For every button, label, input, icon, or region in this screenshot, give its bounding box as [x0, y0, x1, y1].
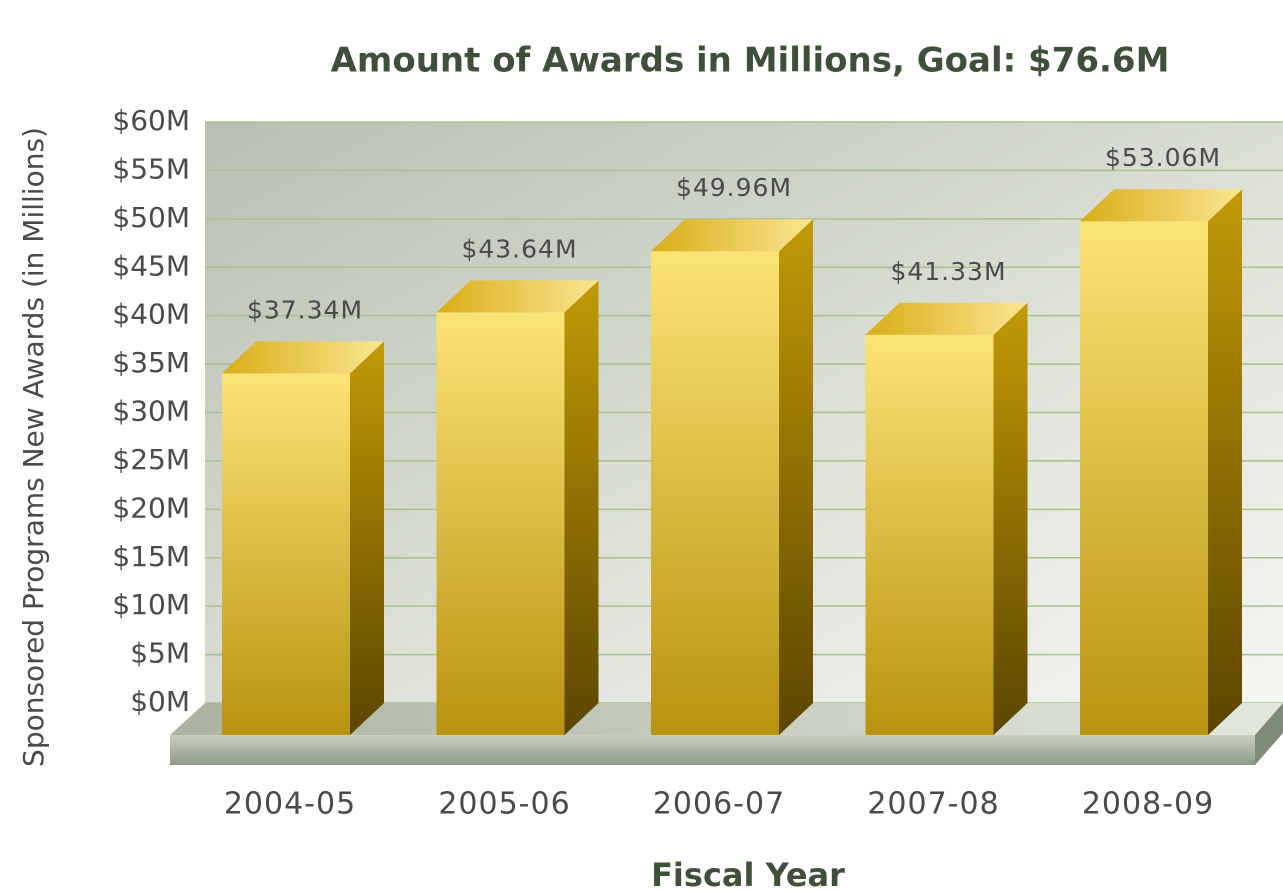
bars	[222, 189, 1242, 735]
bar	[651, 251, 779, 735]
y-tick-label: $5M	[130, 637, 190, 670]
bar	[1080, 221, 1208, 735]
y-tick-label: $20M	[112, 491, 190, 524]
y-tick-label: $0M	[130, 685, 190, 718]
y-tick-label: $25M	[112, 443, 190, 476]
bar-side	[564, 280, 599, 735]
x-tick-label: 2008-09	[1082, 787, 1214, 822]
bar	[436, 312, 565, 735]
value-label: $49.96M	[676, 173, 792, 202]
bar	[222, 373, 350, 735]
y-tick-label: $15M	[112, 540, 190, 573]
x-axis-title: Fiscal Year	[651, 856, 845, 893]
y-axis-title: Sponsored Programs New Awards (in Millio…	[17, 127, 50, 767]
bar-top	[865, 302, 1028, 335]
y-tick-label: $35M	[112, 346, 190, 379]
x-tick-label: 2004-05	[224, 787, 356, 822]
bar-side	[779, 219, 813, 735]
bar	[865, 334, 994, 735]
chart-title: Amount of Awards in Millions, Goal: $76.…	[331, 41, 1170, 81]
y-tick-label: $30M	[112, 395, 190, 428]
bar-top	[1080, 189, 1242, 222]
bar-top	[222, 341, 384, 374]
bar-side	[993, 302, 1028, 735]
y-tick-label: $40M	[112, 298, 190, 331]
floor-front	[170, 735, 1255, 765]
bar-top	[436, 280, 599, 313]
value-label: $41.33M	[890, 257, 1006, 286]
x-tick-label: 2005-06	[438, 787, 570, 822]
y-tick-label: $60M	[112, 104, 190, 137]
bar-side	[350, 341, 384, 735]
x-tick-label: 2006-07	[653, 787, 785, 822]
y-tick-label: $10M	[112, 588, 190, 621]
bar-top	[651, 219, 813, 252]
x-tick-label: 2007-08	[867, 787, 999, 822]
value-label: $53.06M	[1105, 143, 1221, 172]
value-label: $37.34M	[247, 295, 363, 324]
floor-side	[1255, 703, 1283, 765]
value-label: $43.64M	[461, 234, 577, 263]
y-tick-label: $50M	[112, 201, 190, 234]
y-tick-label: $45M	[112, 249, 190, 282]
y-tick-label: $55M	[112, 152, 190, 185]
bar-side	[1208, 189, 1242, 735]
